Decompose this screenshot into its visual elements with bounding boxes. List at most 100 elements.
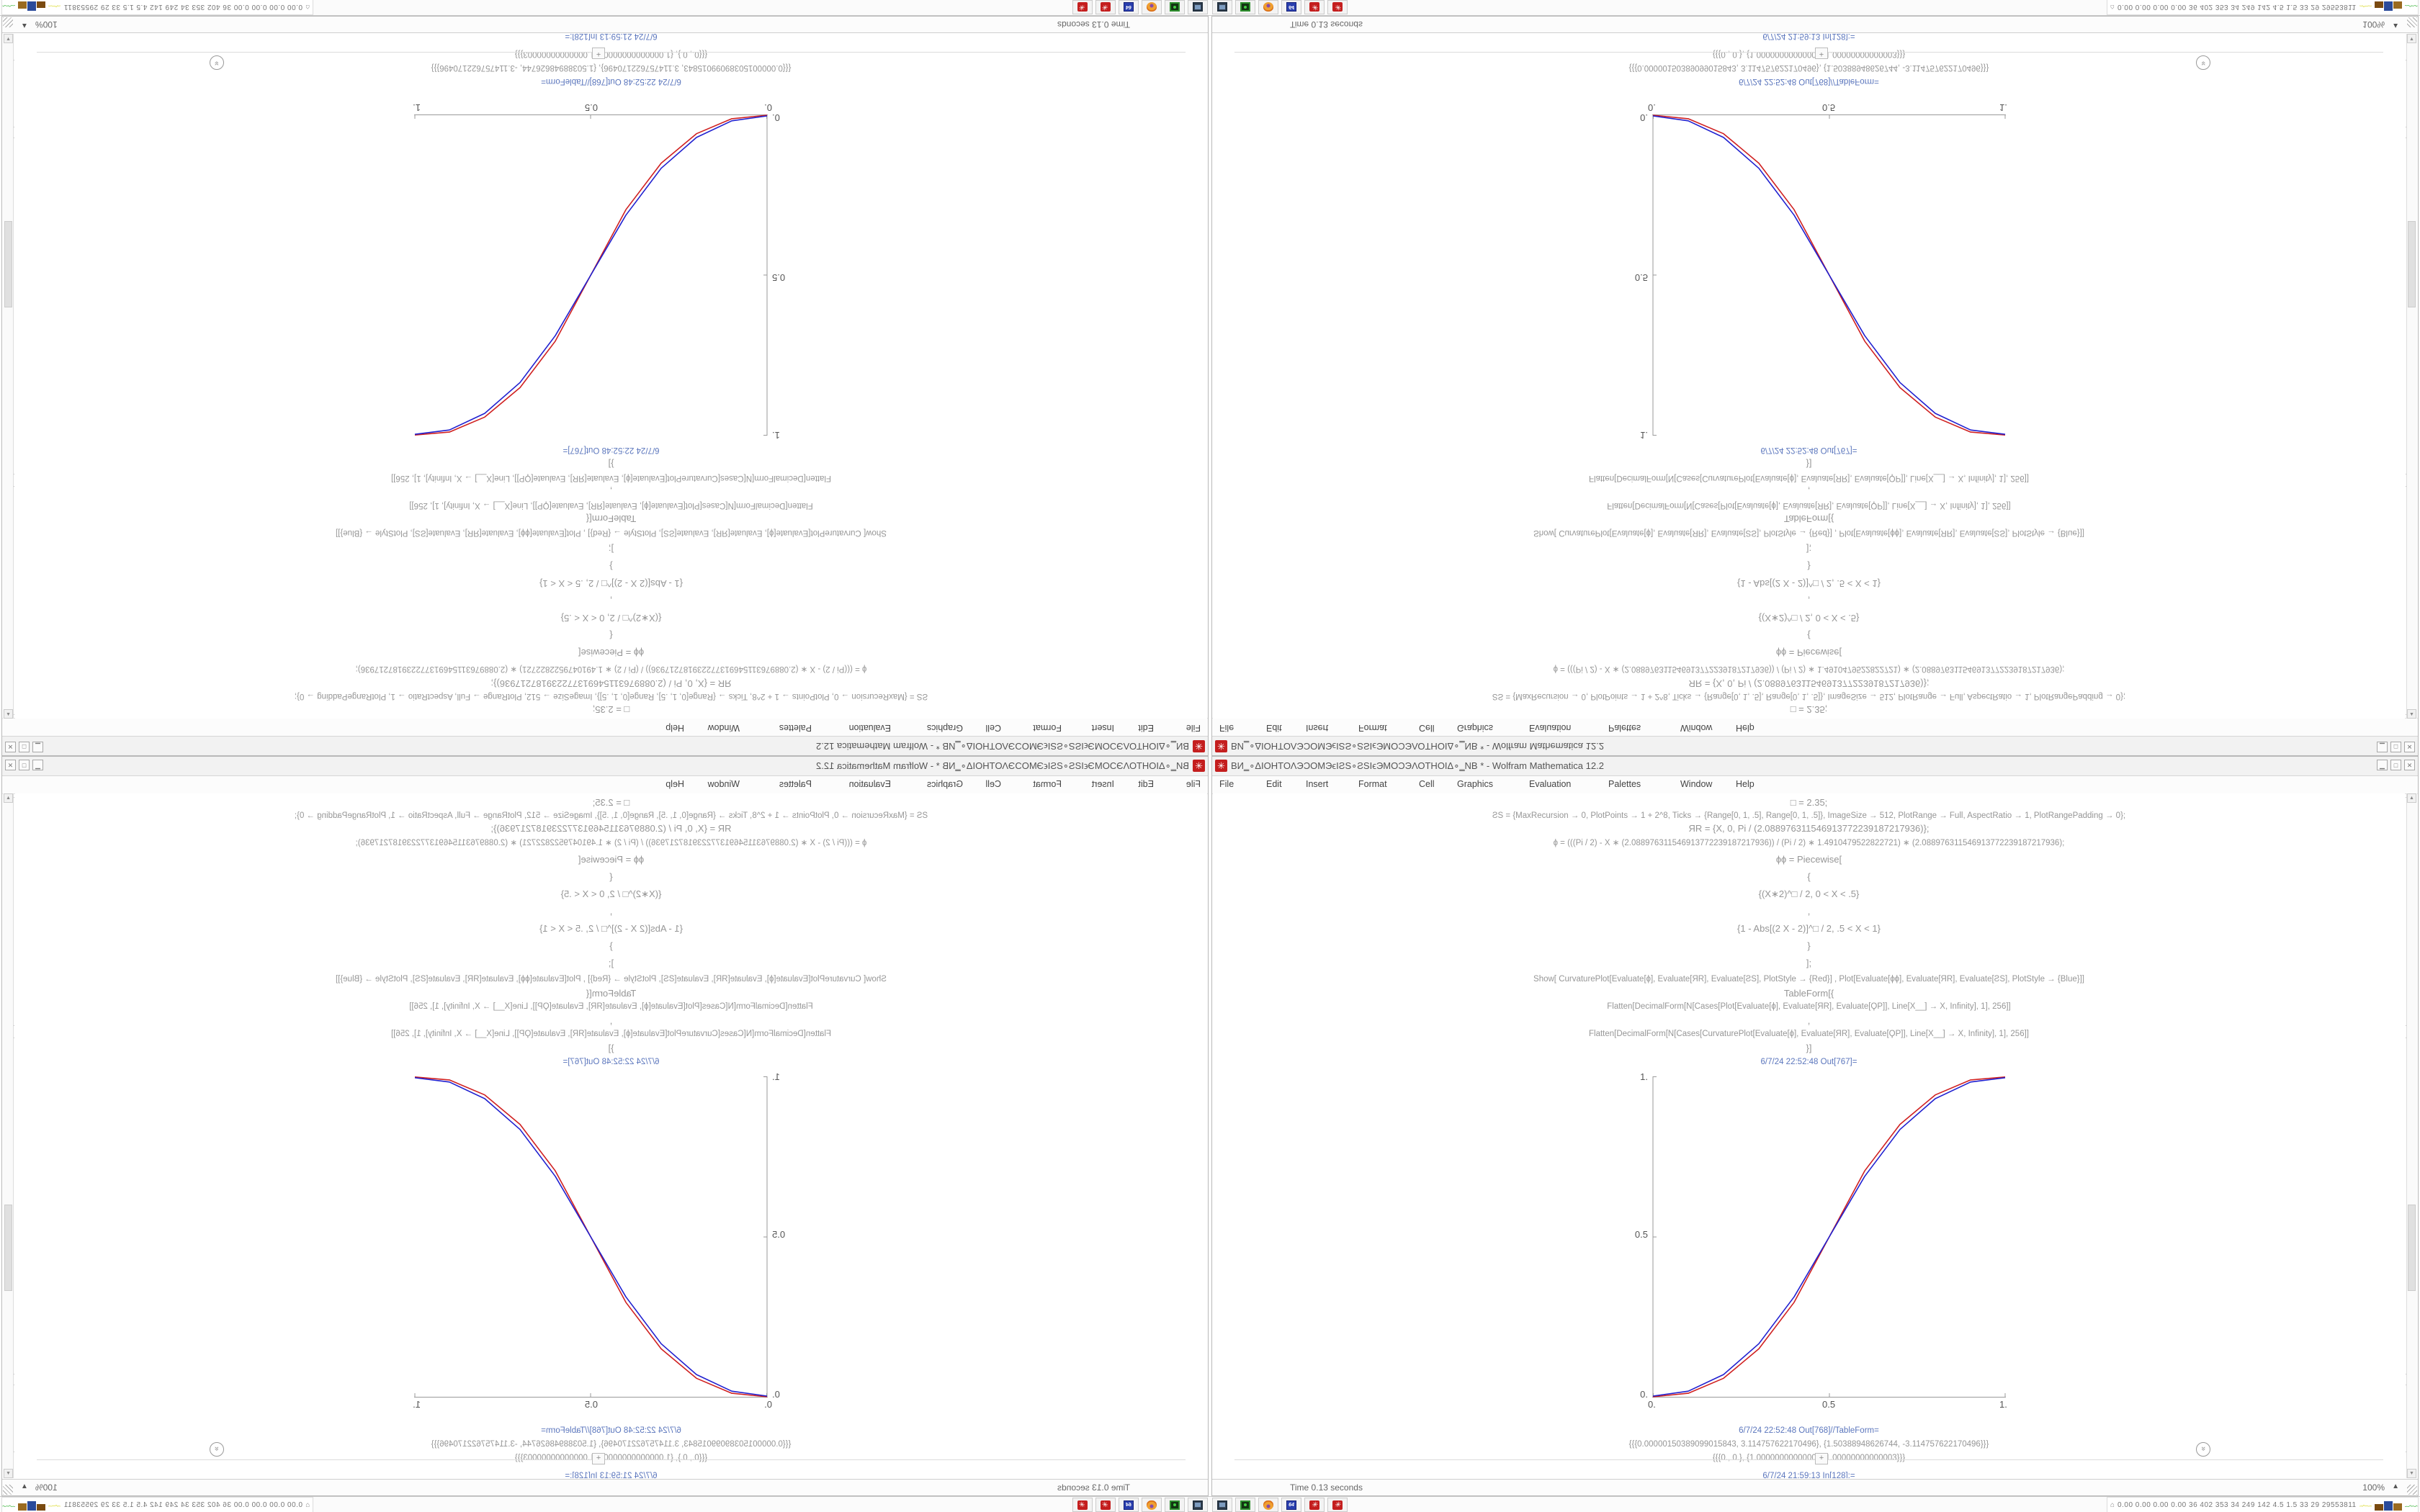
new-cell-plus-button[interactable]: + — [592, 48, 605, 59]
scroll-down-button[interactable]: ▼ — [4, 34, 13, 43]
minimize-button[interactable]: ▁ — [32, 760, 43, 770]
code-line[interactable]: {1 - Abs[(2 X - 2)]^□ / 2, .5 < X < 1} — [1737, 923, 1881, 934]
menu-graphics[interactable]: Graphics — [1457, 723, 1494, 733]
menu-format[interactable]: Format — [1033, 779, 1062, 789]
scroll-down-button[interactable]: ▼ — [2407, 1469, 2416, 1478]
zoom-popup-arrow-icon[interactable]: ▲ — [2392, 22, 2399, 30]
code-line[interactable]: { — [609, 871, 613, 882]
code-line[interactable]: Flatten[DecimalForm[N[Cases[Plot[Evaluat… — [409, 1002, 813, 1011]
code-line[interactable]: {1 - Abs[(2 X - 2)]^□ / 2, .5 < X < 1} — [1737, 578, 1881, 589]
taskbar-flame-app-button[interactable] — [1142, 0, 1162, 14]
code-line[interactable]: {(X∗2)^□ / 2, 0 < X < .5} — [560, 613, 662, 624]
code-line[interactable]: , — [1807, 595, 1811, 606]
taskbar-display-app-button[interactable] — [1188, 1498, 1208, 1512]
window-titlebar[interactable]: ✳ ВИ‗∘ΔΙΟΗΤΟΛЭϽΟΜЭϵΙƧS∘ƧSΙϵЭΜΟϽЭΛΟΤΗΟΙΔ∘… — [1212, 736, 2418, 755]
code-line[interactable]: ɸ = (((Pi / 2) - X ∗ (2.0889763115469137… — [355, 665, 867, 673]
close-button[interactable]: ✕ — [2404, 760, 2415, 770]
zoom-popup-arrow-icon[interactable]: ▲ — [21, 1482, 28, 1490]
menu-file[interactable]: File — [1186, 723, 1201, 733]
zoom-level[interactable]: 100% — [2362, 1482, 2385, 1493]
code-line[interactable]: , — [609, 595, 613, 606]
scroll-up-button[interactable]: ▲ — [4, 709, 13, 719]
taskbar-floppy-app-button[interactable]: 64 — [1119, 1498, 1139, 1512]
zoom-level[interactable]: 100% — [35, 1482, 58, 1493]
code-line[interactable]: ]; — [608, 544, 614, 554]
code-line[interactable]: Flatten[DecimalForm[N[Cases[Plot[Evaluat… — [1607, 501, 2011, 510]
vertical-scrollbar[interactable]: ▲ ▼ — [2406, 34, 2417, 719]
vertical-scrollbar[interactable]: ▲ ▼ — [2406, 793, 2417, 1478]
code-line[interactable]: , — [609, 1015, 613, 1026]
code-line[interactable]: Show[ CurvaturePlot[Evaluate[ɸ], Evaluat… — [336, 975, 887, 984]
code-line[interactable]: { — [1807, 871, 1811, 882]
code-line[interactable]: ]; — [1806, 958, 1812, 968]
code-line[interactable]: □ = 2.35; — [1790, 797, 1828, 808]
menu-evaluation[interactable]: Evaluation — [1529, 723, 1572, 733]
cell-group-collapse-icon[interactable]: » — [210, 55, 224, 70]
scroll-up-button[interactable]: ▲ — [2407, 709, 2416, 719]
maximize-button[interactable]: □ — [2390, 742, 2401, 752]
new-cell-plus-button[interactable]: + — [1815, 48, 1828, 59]
taskbar-mathematica-button[interactable]: ✳ — [1304, 0, 1325, 14]
taskbar-mathematica-button[interactable]: ✳ — [1095, 0, 1116, 14]
code-line[interactable]: ɸ = (((Pi / 2) - X ∗ (2.0889763115469137… — [1553, 839, 2065, 847]
code-line[interactable]: ɸ = (((Pi / 2) - X ∗ (2.0889763115469137… — [355, 839, 867, 847]
menu-insert[interactable]: Insert — [1306, 779, 1329, 789]
code-line[interactable]: } — [1807, 561, 1811, 572]
cell-insert-divider[interactable] — [1234, 1459, 2383, 1460]
taskbar-floppy-app-button[interactable]: 64 — [1119, 0, 1139, 14]
code-line[interactable]: } — [609, 561, 613, 572]
code-line[interactable]: □ = 2.35; — [592, 797, 630, 808]
code-line[interactable]: TableForm[{ — [586, 988, 637, 999]
menu-evaluation[interactable]: Evaluation — [848, 779, 891, 789]
menu-help[interactable]: Help — [1736, 779, 1754, 789]
taskbar-mathematica-button-2[interactable]: ✳ — [1327, 0, 1348, 14]
menu-insert[interactable]: Insert — [1306, 723, 1329, 733]
code-line[interactable]: , — [1807, 906, 1811, 917]
code-line[interactable]: ЯR = {X, 0, Pi / (2.08897631154691377223… — [1688, 678, 1930, 689]
code-line[interactable]: TableForm[{ — [1783, 513, 1834, 524]
code-line[interactable]: ƧS = {MaxRecursion → 0, PlotPoints → 1 +… — [1492, 811, 2126, 820]
menu-cell[interactable]: Cell — [1419, 779, 1435, 789]
menu-format[interactable]: Format — [1358, 723, 1387, 733]
code-line[interactable]: ɸɸ = Piecewise[ — [578, 854, 645, 865]
taskbar-flame-app-button[interactable] — [1142, 1498, 1162, 1512]
scroll-down-button[interactable]: ▼ — [4, 1469, 13, 1478]
scroll-down-button[interactable]: ▼ — [2407, 34, 2416, 43]
taskbar-floppy-app-button[interactable]: 64 — [1281, 0, 1301, 14]
taskbar-green-device-button[interactable] — [1165, 0, 1185, 14]
maximize-button[interactable]: □ — [19, 742, 30, 752]
menu-window[interactable]: Window — [707, 723, 740, 733]
cell-group-collapse-icon[interactable]: » — [2196, 55, 2210, 70]
menu-format[interactable]: Format — [1358, 779, 1387, 789]
code-line[interactable]: }] — [1806, 459, 1812, 469]
code-line[interactable]: ]; — [1806, 544, 1812, 554]
code-line[interactable]: ɸɸ = Piecewise[ — [1775, 854, 1842, 865]
code-line[interactable]: ɸɸ = Piecewise[ — [1775, 647, 1842, 658]
taskbar-display-app-button[interactable] — [1212, 1498, 1232, 1512]
close-button[interactable]: ✕ — [5, 742, 16, 752]
scroll-up-button[interactable]: ▲ — [4, 793, 13, 803]
taskbar-floppy-app-button[interactable]: 64 — [1281, 1498, 1301, 1512]
code-line[interactable]: {(X∗2)^□ / 2, 0 < X < .5} — [560, 888, 662, 899]
menu-edit[interactable]: Edit — [1266, 723, 1282, 733]
code-line[interactable]: Show[ CurvaturePlot[Evaluate[ɸ], Evaluat… — [1533, 528, 2084, 537]
scrollbar-thumb[interactable] — [4, 221, 12, 308]
new-cell-plus-button[interactable]: + — [1815, 1453, 1828, 1464]
code-line[interactable]: Flatten[DecimalForm[N[Cases[Plot[Evaluat… — [409, 501, 813, 510]
menu-graphics[interactable]: Graphics — [926, 779, 963, 789]
close-button[interactable]: ✕ — [5, 760, 16, 770]
menu-evaluation[interactable]: Evaluation — [848, 723, 891, 733]
scrollbar-thumb[interactable] — [2408, 221, 2416, 308]
menu-palettes[interactable]: Palettes — [1608, 723, 1641, 733]
code-line[interactable]: , — [609, 906, 613, 917]
resize-grip[interactable] — [2407, 1485, 2417, 1495]
menu-window[interactable]: Window — [1680, 779, 1713, 789]
menu-help[interactable]: Help — [666, 723, 684, 733]
system-monitor-applet[interactable]: ⌂ 0.00 0.00 0.00 0.00 36 402 353 34 249 … — [1, 0, 313, 15]
menu-help[interactable]: Help — [1736, 723, 1754, 733]
maximize-button[interactable]: □ — [2390, 760, 2401, 770]
code-line[interactable]: } — [1807, 940, 1811, 951]
code-line[interactable]: , — [1807, 1015, 1811, 1026]
maximize-button[interactable]: □ — [19, 760, 30, 770]
code-line[interactable]: ЯR = {X, 0, Pi / (2.08897631154691377223… — [490, 823, 732, 834]
